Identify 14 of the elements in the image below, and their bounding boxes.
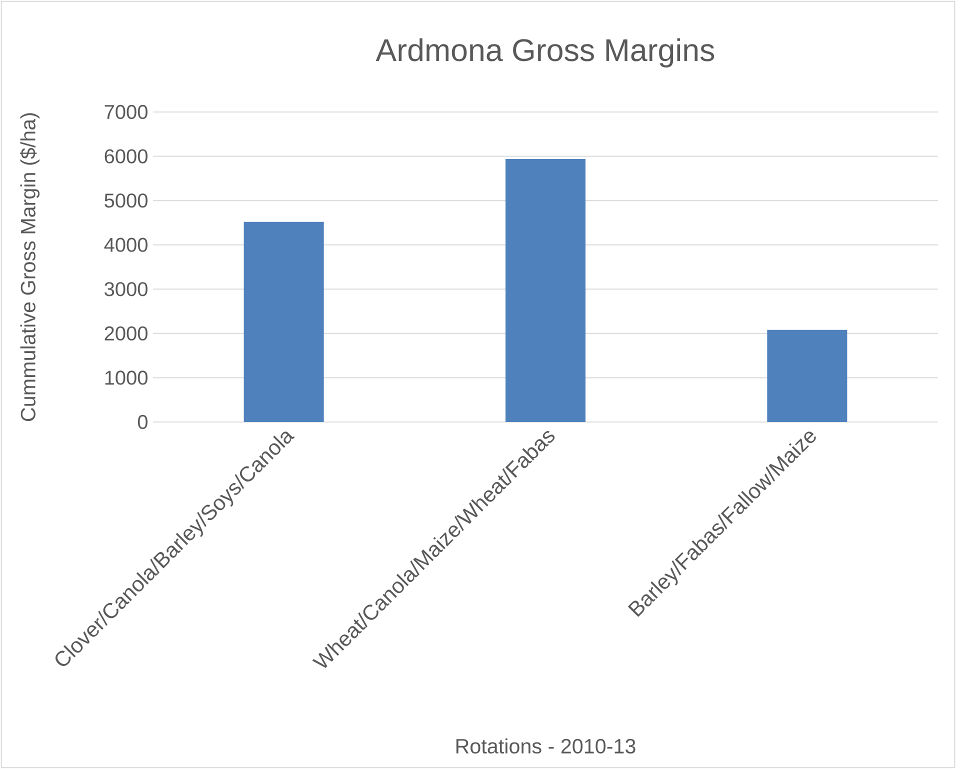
bar [767, 330, 848, 422]
y-tick-label: 7000 [104, 104, 148, 120]
y-tick-label: 6000 [104, 149, 148, 164]
y-tick-label: 1000 [105, 370, 148, 385]
y-tick-label: 5000 [104, 193, 148, 208]
y-tick-label: 0 [138, 414, 148, 430]
bar [244, 222, 324, 422]
bar [506, 158, 586, 422]
y-tick-label: 3000 [104, 282, 148, 296]
chart-title: Ardmona Gross Margins [376, 38, 714, 68]
y-axis-title: Cummulative Gross Margin ($/ha) [20, 113, 40, 422]
y-tick-label: 2000 [104, 326, 148, 341]
x-axis-title: Rotations - 2010-13 [456, 738, 636, 754]
y-tick-label: 4000 [104, 238, 148, 252]
